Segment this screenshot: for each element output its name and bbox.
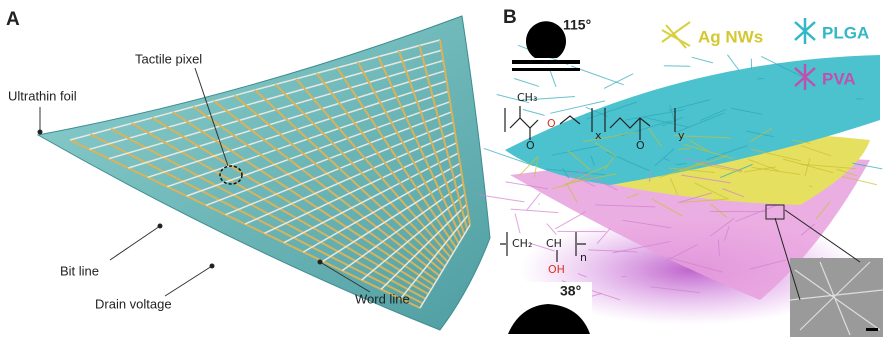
contact-angle: 115° bbox=[563, 17, 591, 33]
panel-label: A bbox=[6, 9, 20, 30]
pointer-dot bbox=[38, 130, 43, 135]
fiber bbox=[621, 276, 626, 277]
chem-label: O bbox=[526, 139, 535, 152]
legend-label: PLGA bbox=[822, 23, 869, 42]
chem-label: OH bbox=[548, 263, 565, 276]
pointer-dot bbox=[318, 260, 323, 265]
scale-bar bbox=[866, 328, 878, 331]
chem-label: n bbox=[580, 251, 587, 264]
contact-angle: 38° bbox=[560, 283, 581, 299]
pointer bbox=[110, 226, 160, 260]
substrate bbox=[512, 60, 580, 64]
chem-label: x bbox=[595, 129, 602, 142]
sem-inset bbox=[790, 258, 883, 337]
chem-label: CH₃ bbox=[517, 91, 537, 104]
chem-label: y bbox=[678, 129, 685, 142]
figure: A Tactile pixel Ultrathin foil Bit line … bbox=[0, 0, 883, 337]
chem-label: O bbox=[636, 139, 645, 152]
annotation: Bit line bbox=[60, 263, 99, 278]
panel-b: B 115° Ag NWs PLGA PVA CH₃ O O O x y CH₂… bbox=[479, 0, 883, 337]
pointer-dot bbox=[210, 264, 215, 269]
substrate bbox=[512, 68, 580, 71]
pointer bbox=[165, 266, 212, 296]
annotation: Word line bbox=[355, 291, 410, 306]
annotation: Ultrathin foil bbox=[8, 88, 77, 103]
chem-label: CH bbox=[546, 237, 562, 250]
annotation: Tactile pixel bbox=[135, 51, 202, 66]
annotation: Drain voltage bbox=[95, 296, 172, 311]
pointer-dot bbox=[158, 224, 163, 229]
panel-a: A Tactile pixel Ultrathin foil Bit line … bbox=[6, 9, 490, 330]
legend-label: PVA bbox=[822, 69, 856, 88]
chem-label: CH₂ bbox=[512, 237, 532, 250]
legend-label: Ag NWs bbox=[698, 27, 763, 46]
fiber bbox=[757, 78, 764, 79]
panel-label: B bbox=[503, 7, 517, 28]
chem-label: O bbox=[547, 117, 556, 130]
